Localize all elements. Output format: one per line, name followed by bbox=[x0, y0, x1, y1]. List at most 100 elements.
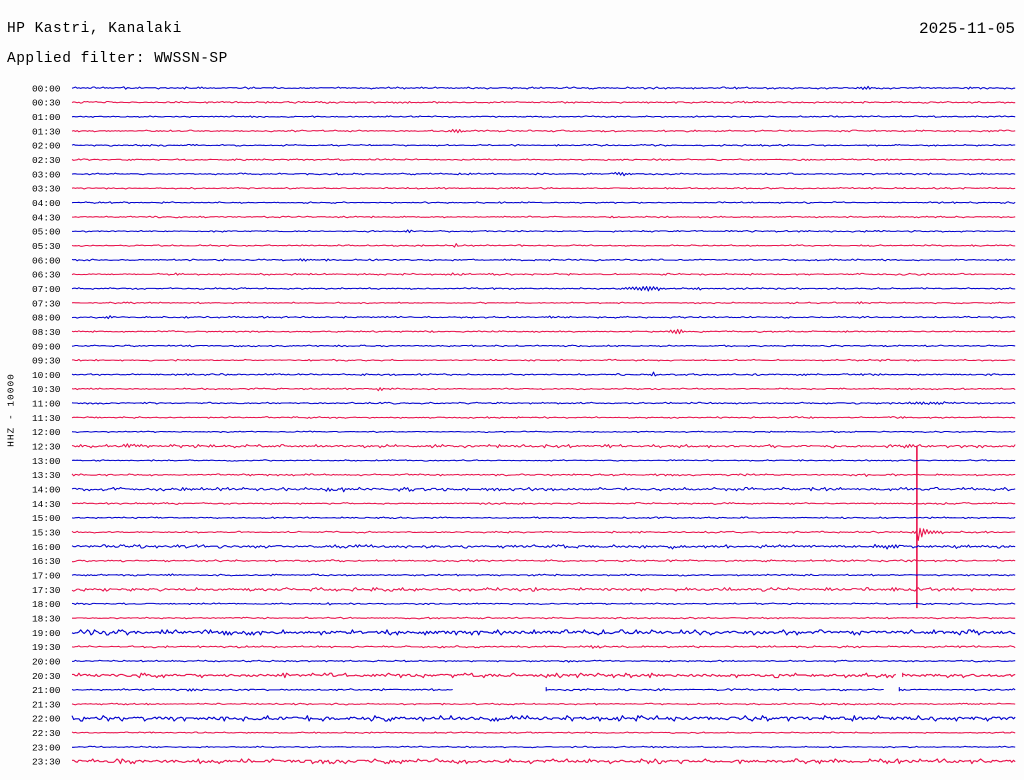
trace-row-09:00 bbox=[71, 344, 1016, 348]
trace-row-03:00 bbox=[71, 171, 1016, 177]
row-time-label: 08:30 bbox=[32, 327, 61, 338]
trace-row-00:00 bbox=[71, 85, 1016, 90]
row-time-label: 02:00 bbox=[32, 141, 61, 152]
trace-row-13:30 bbox=[71, 473, 1016, 477]
row-time-label: 10:00 bbox=[32, 370, 61, 381]
row-time-label: 21:30 bbox=[32, 699, 61, 710]
row-time-label: 20:00 bbox=[32, 656, 61, 667]
row-time-label: 21:00 bbox=[32, 685, 61, 696]
row-time-label: 22:30 bbox=[32, 728, 61, 739]
row-time-label: 15:30 bbox=[32, 528, 61, 539]
trace-row-22:30 bbox=[71, 731, 1016, 734]
applied-filter-label: Applied filter: WWSSN-SP bbox=[7, 51, 228, 67]
row-time-label: 04:00 bbox=[32, 198, 61, 209]
row-time-label: 17:30 bbox=[32, 585, 61, 596]
row-time-label: 01:30 bbox=[32, 126, 61, 137]
station-title: HP Kastri, Kanalaki bbox=[7, 21, 182, 37]
row-time-label: 00:30 bbox=[32, 98, 61, 109]
trace-row-10:00 bbox=[71, 371, 1016, 377]
trace-row-22:00 bbox=[71, 715, 1016, 722]
row-time-label: 12:00 bbox=[32, 427, 61, 438]
trace-row-10:30 bbox=[71, 387, 1016, 392]
trace-row-17:00 bbox=[71, 573, 1016, 577]
trace-row-23:30 bbox=[72, 758, 1016, 765]
trace-row-21:30 bbox=[71, 702, 1016, 706]
row-time-label: 23:30 bbox=[32, 757, 61, 768]
trace-row-15:30 bbox=[71, 527, 1016, 541]
trace-row-01:30 bbox=[71, 128, 1016, 134]
trace-row-05:00 bbox=[72, 229, 1016, 234]
plot-date: 2025-11-05 bbox=[918, 20, 1015, 38]
trace-row-16:00 bbox=[71, 543, 1016, 550]
trace-row-09:30 bbox=[72, 358, 1016, 362]
row-time-label: 13:30 bbox=[32, 470, 61, 481]
row-time-label: 15:00 bbox=[32, 513, 61, 524]
trace-row-07:00 bbox=[71, 285, 1016, 292]
trace-row-11:30 bbox=[71, 416, 1016, 419]
trace-row-02:00 bbox=[71, 143, 1016, 147]
row-time-label: 03:30 bbox=[32, 184, 61, 195]
row-time-label: 16:00 bbox=[32, 542, 61, 553]
trace-row-14:30 bbox=[71, 502, 1016, 505]
trace-row-16:30 bbox=[72, 559, 1016, 563]
trace-row-17:30 bbox=[71, 587, 1016, 592]
row-time-label: 04:30 bbox=[32, 212, 61, 223]
row-time-label: 14:30 bbox=[32, 499, 61, 510]
row-time-label: 00:00 bbox=[32, 83, 61, 94]
trace-row-03:30 bbox=[71, 186, 1016, 190]
trace-row-08:30 bbox=[71, 328, 1016, 335]
row-time-label: 01:00 bbox=[32, 112, 61, 123]
row-time-label: 13:00 bbox=[32, 456, 61, 467]
row-time-label: 17:00 bbox=[32, 571, 61, 582]
trace-row-05:30 bbox=[71, 243, 1016, 248]
row-time-label: 18:00 bbox=[32, 599, 61, 610]
row-time-label: 10:30 bbox=[32, 384, 61, 395]
trace-row-20:30 bbox=[72, 672, 1016, 679]
row-time-label: 22:00 bbox=[32, 714, 61, 725]
row-time-label: 19:30 bbox=[32, 642, 61, 653]
row-time-label: 09:00 bbox=[32, 341, 61, 352]
trace-row-23:00 bbox=[72, 745, 1016, 749]
trace-row-06:30 bbox=[71, 272, 1016, 276]
trace-row-12:00 bbox=[71, 430, 1016, 434]
row-time-label: 23:00 bbox=[32, 742, 61, 753]
trace-row-14:00 bbox=[71, 486, 1016, 493]
trace-row-18:30 bbox=[72, 616, 1016, 620]
trace-row-04:30 bbox=[72, 215, 1016, 219]
trace-row-18:00 bbox=[71, 602, 1016, 606]
trace-row-08:00 bbox=[71, 315, 1016, 320]
trace-row-01:00 bbox=[71, 115, 1016, 118]
row-time-label: 03:00 bbox=[32, 169, 61, 180]
trace-row-07:30 bbox=[71, 301, 1016, 305]
row-time-label: 07:00 bbox=[32, 284, 61, 295]
trace-row-04:00 bbox=[71, 201, 1016, 204]
trace-row-13:00 bbox=[71, 459, 1016, 462]
row-time-label: 07:30 bbox=[32, 298, 61, 309]
row-time-label: 14:00 bbox=[32, 485, 61, 496]
trace-row-00:30 bbox=[71, 100, 1016, 104]
trace-row-19:30 bbox=[71, 645, 1016, 649]
row-time-label: 02:30 bbox=[32, 155, 61, 166]
trace-row-21:00 bbox=[71, 687, 1016, 692]
trace-row-02:30 bbox=[71, 158, 1016, 161]
row-time-label: 08:00 bbox=[32, 313, 61, 324]
row-time-label: 18:30 bbox=[32, 614, 61, 625]
trace-row-11:00 bbox=[71, 401, 1016, 405]
trace-row-19:00 bbox=[71, 629, 1016, 636]
trace-row-15:00 bbox=[71, 516, 1016, 520]
row-time-label: 16:30 bbox=[32, 556, 61, 567]
trace-row-12:30 bbox=[71, 443, 1016, 449]
row-time-label: 05:30 bbox=[32, 241, 61, 252]
row-time-label: 05:00 bbox=[32, 227, 61, 238]
row-time-label: 19:00 bbox=[32, 628, 61, 639]
row-time-label: 20:30 bbox=[32, 671, 61, 682]
trace-row-20:00 bbox=[72, 659, 1016, 663]
row-time-label: 12:30 bbox=[32, 442, 61, 453]
row-time-label: 06:00 bbox=[32, 255, 61, 266]
row-time-label: 06:30 bbox=[32, 270, 61, 281]
row-time-label: 11:00 bbox=[32, 399, 61, 410]
row-time-label: 09:30 bbox=[32, 356, 61, 367]
row-time-label: 11:30 bbox=[32, 413, 61, 424]
trace-row-06:00 bbox=[71, 258, 1016, 262]
